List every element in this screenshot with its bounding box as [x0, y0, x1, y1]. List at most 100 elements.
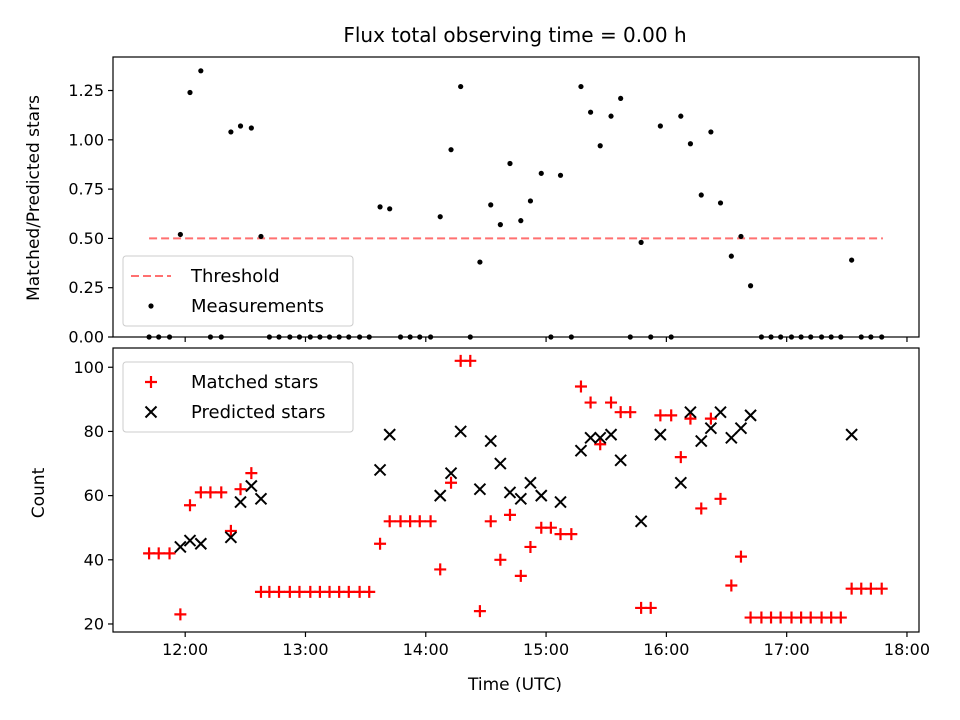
plus-point-0-30 — [445, 476, 458, 489]
plus-point-0-36 — [503, 508, 516, 521]
cross-point-1-15 — [503, 486, 517, 499]
x-tick-label-0: 12:00 — [162, 640, 208, 659]
x-tick-label-5: 17:00 — [764, 640, 810, 659]
plus-point-0-37 — [514, 569, 527, 582]
cross-point-1-7 — [373, 463, 387, 477]
plus-point-0-20 — [342, 585, 355, 598]
cross-point-1-20 — [574, 444, 588, 457]
plus-point-0-24 — [383, 515, 396, 528]
plus-point-0-73 — [875, 582, 888, 595]
legend-plus-swatch — [145, 376, 157, 388]
plus-point-0-54 — [684, 412, 697, 425]
y-tick-label-ratio-4: 1.00 — [68, 130, 104, 149]
plus-point-0-4 — [183, 499, 196, 512]
y-tick-label-ratio-2: 0.50 — [68, 229, 104, 248]
y-tick-label-counts-1: 40 — [84, 550, 104, 569]
cross-point-1-31 — [714, 405, 727, 419]
plus-point-0-45 — [594, 438, 607, 451]
dot-point-0-38 — [527, 198, 534, 204]
dot-point-0-11 — [258, 233, 264, 240]
dot-point-0-4 — [187, 89, 193, 96]
cross-point-1-12 — [473, 482, 487, 496]
plus-point-0-48 — [624, 406, 637, 419]
dot-point-0-35 — [497, 222, 503, 228]
dot-point-0-33 — [477, 259, 483, 265]
cross-point-1-32 — [725, 431, 738, 445]
cross-point-1-2 — [194, 537, 208, 550]
x-tick-label-1: 13:00 — [282, 640, 328, 659]
dot-point-0-46 — [608, 113, 614, 119]
y-tick-label-ratio-1: 0.25 — [68, 278, 104, 297]
cross-point-1-8 — [383, 428, 396, 441]
plus-point-0-56 — [704, 412, 717, 425]
dot-point-0-49 — [638, 239, 644, 245]
dot-point-0-44 — [587, 109, 594, 115]
plus-point-0-10 — [245, 467, 258, 480]
cross-point-1-25 — [634, 515, 648, 528]
cross-point-1-16 — [514, 492, 528, 506]
plus-point-0-40 — [544, 521, 557, 534]
dot-point-0-45 — [597, 143, 603, 149]
plus-point-0-22 — [363, 585, 376, 598]
dot-point-0-9 — [237, 123, 244, 129]
plus-point-0-8 — [224, 524, 237, 537]
cross-point-1-5 — [245, 479, 258, 493]
cross-point-1-33 — [734, 422, 748, 435]
counts-plot-area: 20 40 60 80 100 12:00 13:00 14:00 15:00 16:00 17:0… — [73, 347, 930, 659]
dot-point-0-34 — [488, 202, 494, 208]
dot-point-0-51 — [657, 123, 663, 129]
dot-point-0-57 — [717, 200, 724, 206]
series-matched-stars — [143, 354, 888, 624]
plus-point-0-9 — [234, 483, 247, 496]
plus-point-0-13 — [273, 585, 286, 598]
cross-point-1-28 — [684, 405, 697, 419]
cross-point-1-14 — [494, 457, 507, 470]
legend-counts: Matched stars Predicted stars — [122, 361, 354, 433]
cross-point-1-27 — [674, 476, 688, 489]
x-tick-label-3: 15:00 — [523, 640, 569, 659]
cross-point-1-18 — [535, 489, 548, 502]
plus-point-0-32 — [464, 354, 477, 367]
cross-point-1-22 — [594, 431, 607, 445]
cross-point-1-24 — [614, 454, 627, 467]
plus-point-0-29 — [434, 563, 447, 576]
ratio-y-axis-label: Matched/Predicted stars — [24, 95, 44, 301]
plus-point-0-41 — [554, 528, 567, 541]
legend-label: Measurements — [191, 296, 324, 317]
plus-point-0-53 — [674, 451, 687, 464]
y-tick-label-ratio-0: 0.00 — [68, 328, 104, 347]
plus-point-0-55 — [695, 502, 708, 515]
legend-label: Matched stars — [191, 372, 318, 393]
axes-frame-ratio — [112, 56, 920, 338]
dot-point-0-36 — [507, 160, 513, 167]
cross-point-1-1 — [183, 534, 197, 547]
legend-dot-swatch — [148, 303, 154, 309]
cross-point-1-19 — [554, 495, 567, 509]
cross-point-1-0 — [174, 540, 187, 554]
plus-point-0-6 — [204, 486, 217, 499]
plus-point-0-42 — [565, 528, 578, 541]
plus-point-0-23 — [374, 537, 387, 550]
cross-point-1-17 — [524, 476, 537, 489]
plus-point-0-44 — [584, 396, 597, 409]
cross-point-1-13 — [484, 434, 497, 448]
x-tick-label-4: 16:00 — [643, 640, 689, 659]
dot-point-0-56 — [708, 129, 714, 135]
legend-label: Predicted stars — [191, 402, 325, 423]
dot-point-0-55 — [698, 192, 704, 198]
plus-point-0-50 — [644, 601, 657, 614]
dot-point-0-47 — [618, 95, 624, 102]
cross-point-1-30 — [704, 422, 718, 435]
legend-ratio: Threshold Measurements — [122, 255, 354, 327]
ratio-panel: Matched/Predicted stars 0.00 0.25 0.50 0.75… — [24, 56, 920, 347]
y-tick-label-counts-4: 100 — [73, 358, 104, 377]
plus-point-0-66 — [804, 611, 817, 624]
cross-point-1-29 — [695, 434, 708, 448]
cross-point-1-10 — [444, 466, 458, 480]
dot-point-0-29 — [437, 214, 443, 220]
plus-point-0-1 — [152, 547, 165, 560]
legend-box — [122, 361, 354, 433]
cross-point-1-3 — [224, 531, 238, 544]
